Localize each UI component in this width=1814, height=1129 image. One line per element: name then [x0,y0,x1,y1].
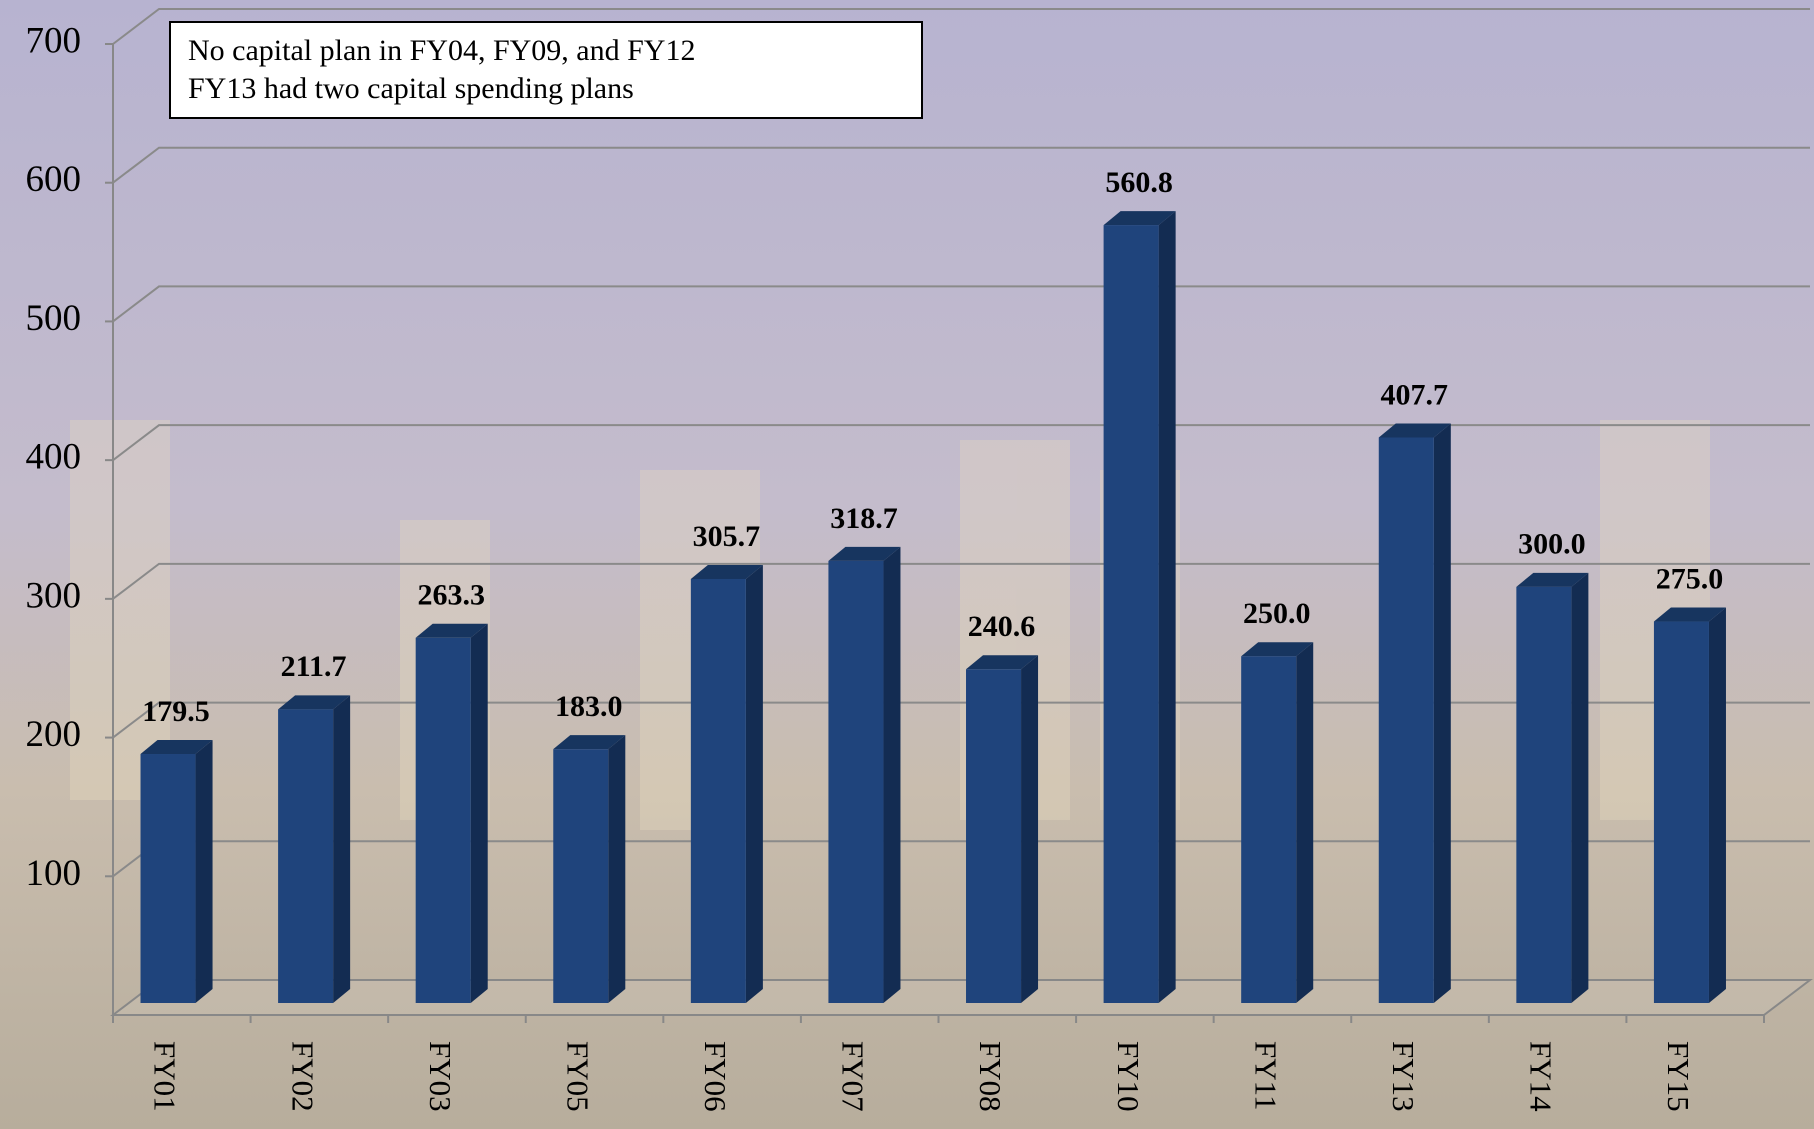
bar-face [883,546,901,1003]
bar [966,655,1039,1003]
bar-face [1021,655,1039,1003]
bar-face [690,564,763,579]
bar [1516,572,1589,1003]
grid-line [112,285,1810,323]
bar-face [1653,621,1709,1003]
bar-face [1516,586,1572,1003]
y-tick-label: 600 [26,159,82,200]
annotation: No capital plan in FY04, FY09, and FY12 [188,34,695,67]
bar [1241,642,1314,1003]
bar-face [470,623,488,1003]
bar-face [828,560,884,1003]
y-tick-label: 700 [26,20,82,61]
bar-face [1296,642,1314,1003]
annotation-box [169,21,923,119]
bar-face [1103,211,1176,226]
x-tick-label: FY14 [1524,1041,1559,1112]
value-label: 263.3 [417,579,485,612]
value-label: 211.7 [281,650,347,683]
bar-face [140,754,196,1003]
bar [690,564,763,1003]
x-tick-label: FY02 [285,1041,320,1112]
x-tick-label: FY10 [1111,1041,1146,1112]
bar-face [278,709,334,1003]
bar-face [1571,572,1589,1003]
bar-face [1378,437,1434,1003]
bar-face [1653,607,1726,622]
bar-face [745,564,763,1003]
bar-face [828,546,901,561]
bar-face [553,735,626,750]
value-label: 275.0 [1656,562,1724,595]
bar-face [1378,423,1451,438]
bar [415,623,488,1003]
y-tick-label: 400 [26,437,82,478]
y-tick-label: 200 [26,714,82,755]
bar-face [1103,225,1159,1004]
x-tick-label: FY03 [423,1041,458,1112]
bar-face [1708,607,1726,1003]
value-label: 250.0 [1243,597,1311,630]
x-tick-label: FY08 [973,1041,1008,1112]
bar-face [553,749,609,1003]
x-tick-label: FY15 [1661,1041,1696,1112]
y-tick-label: 300 [26,575,82,616]
x-tick-label: FY05 [560,1041,595,1112]
value-label: 179.5 [142,695,210,728]
value-label: 183.0 [555,690,623,723]
bar-face [1241,656,1297,1003]
bar-face [1433,423,1451,1003]
x-tick-label: FY06 [698,1041,733,1112]
bar [553,735,626,1003]
bar [1653,607,1726,1003]
bar [278,695,351,1003]
bar [140,740,213,1003]
x-tick-label: FY11 [1248,1041,1283,1110]
bar-face [140,740,213,755]
annotation: FY13 had two capital spending plans [188,72,634,105]
value-label: 318.7 [830,502,898,535]
bar [828,546,901,1003]
bar-face [966,669,1022,1003]
x-tick-label: FY07 [836,1041,871,1112]
bar [1103,211,1176,1004]
value-label: 305.7 [693,520,761,553]
grid-line [112,146,1810,184]
y-tick-label: 500 [26,298,82,339]
bar-face [1516,572,1589,587]
grid-line [112,562,1810,600]
grid-line [112,424,1810,461]
bar-face [278,695,351,710]
value-label: 300.0 [1518,528,1586,561]
y-tick-label: 100 [26,853,82,894]
grid-line [112,8,1810,45]
x-tick-label: FY01 [148,1041,183,1112]
bar-face [608,735,626,1003]
value-label: 407.7 [1381,378,1449,411]
x-tick-label: FY13 [1386,1041,1421,1112]
bar-face [415,623,488,638]
bar-face [415,637,471,1003]
bar-face [1241,642,1314,657]
bar-face [690,578,746,1003]
bar [1378,423,1451,1003]
bar-face [966,655,1039,670]
value-label: 240.6 [968,610,1036,643]
bar-face [1158,211,1176,1004]
value-label: 560.8 [1105,166,1173,199]
bar-face [195,740,213,1003]
bar-face [333,695,351,1003]
